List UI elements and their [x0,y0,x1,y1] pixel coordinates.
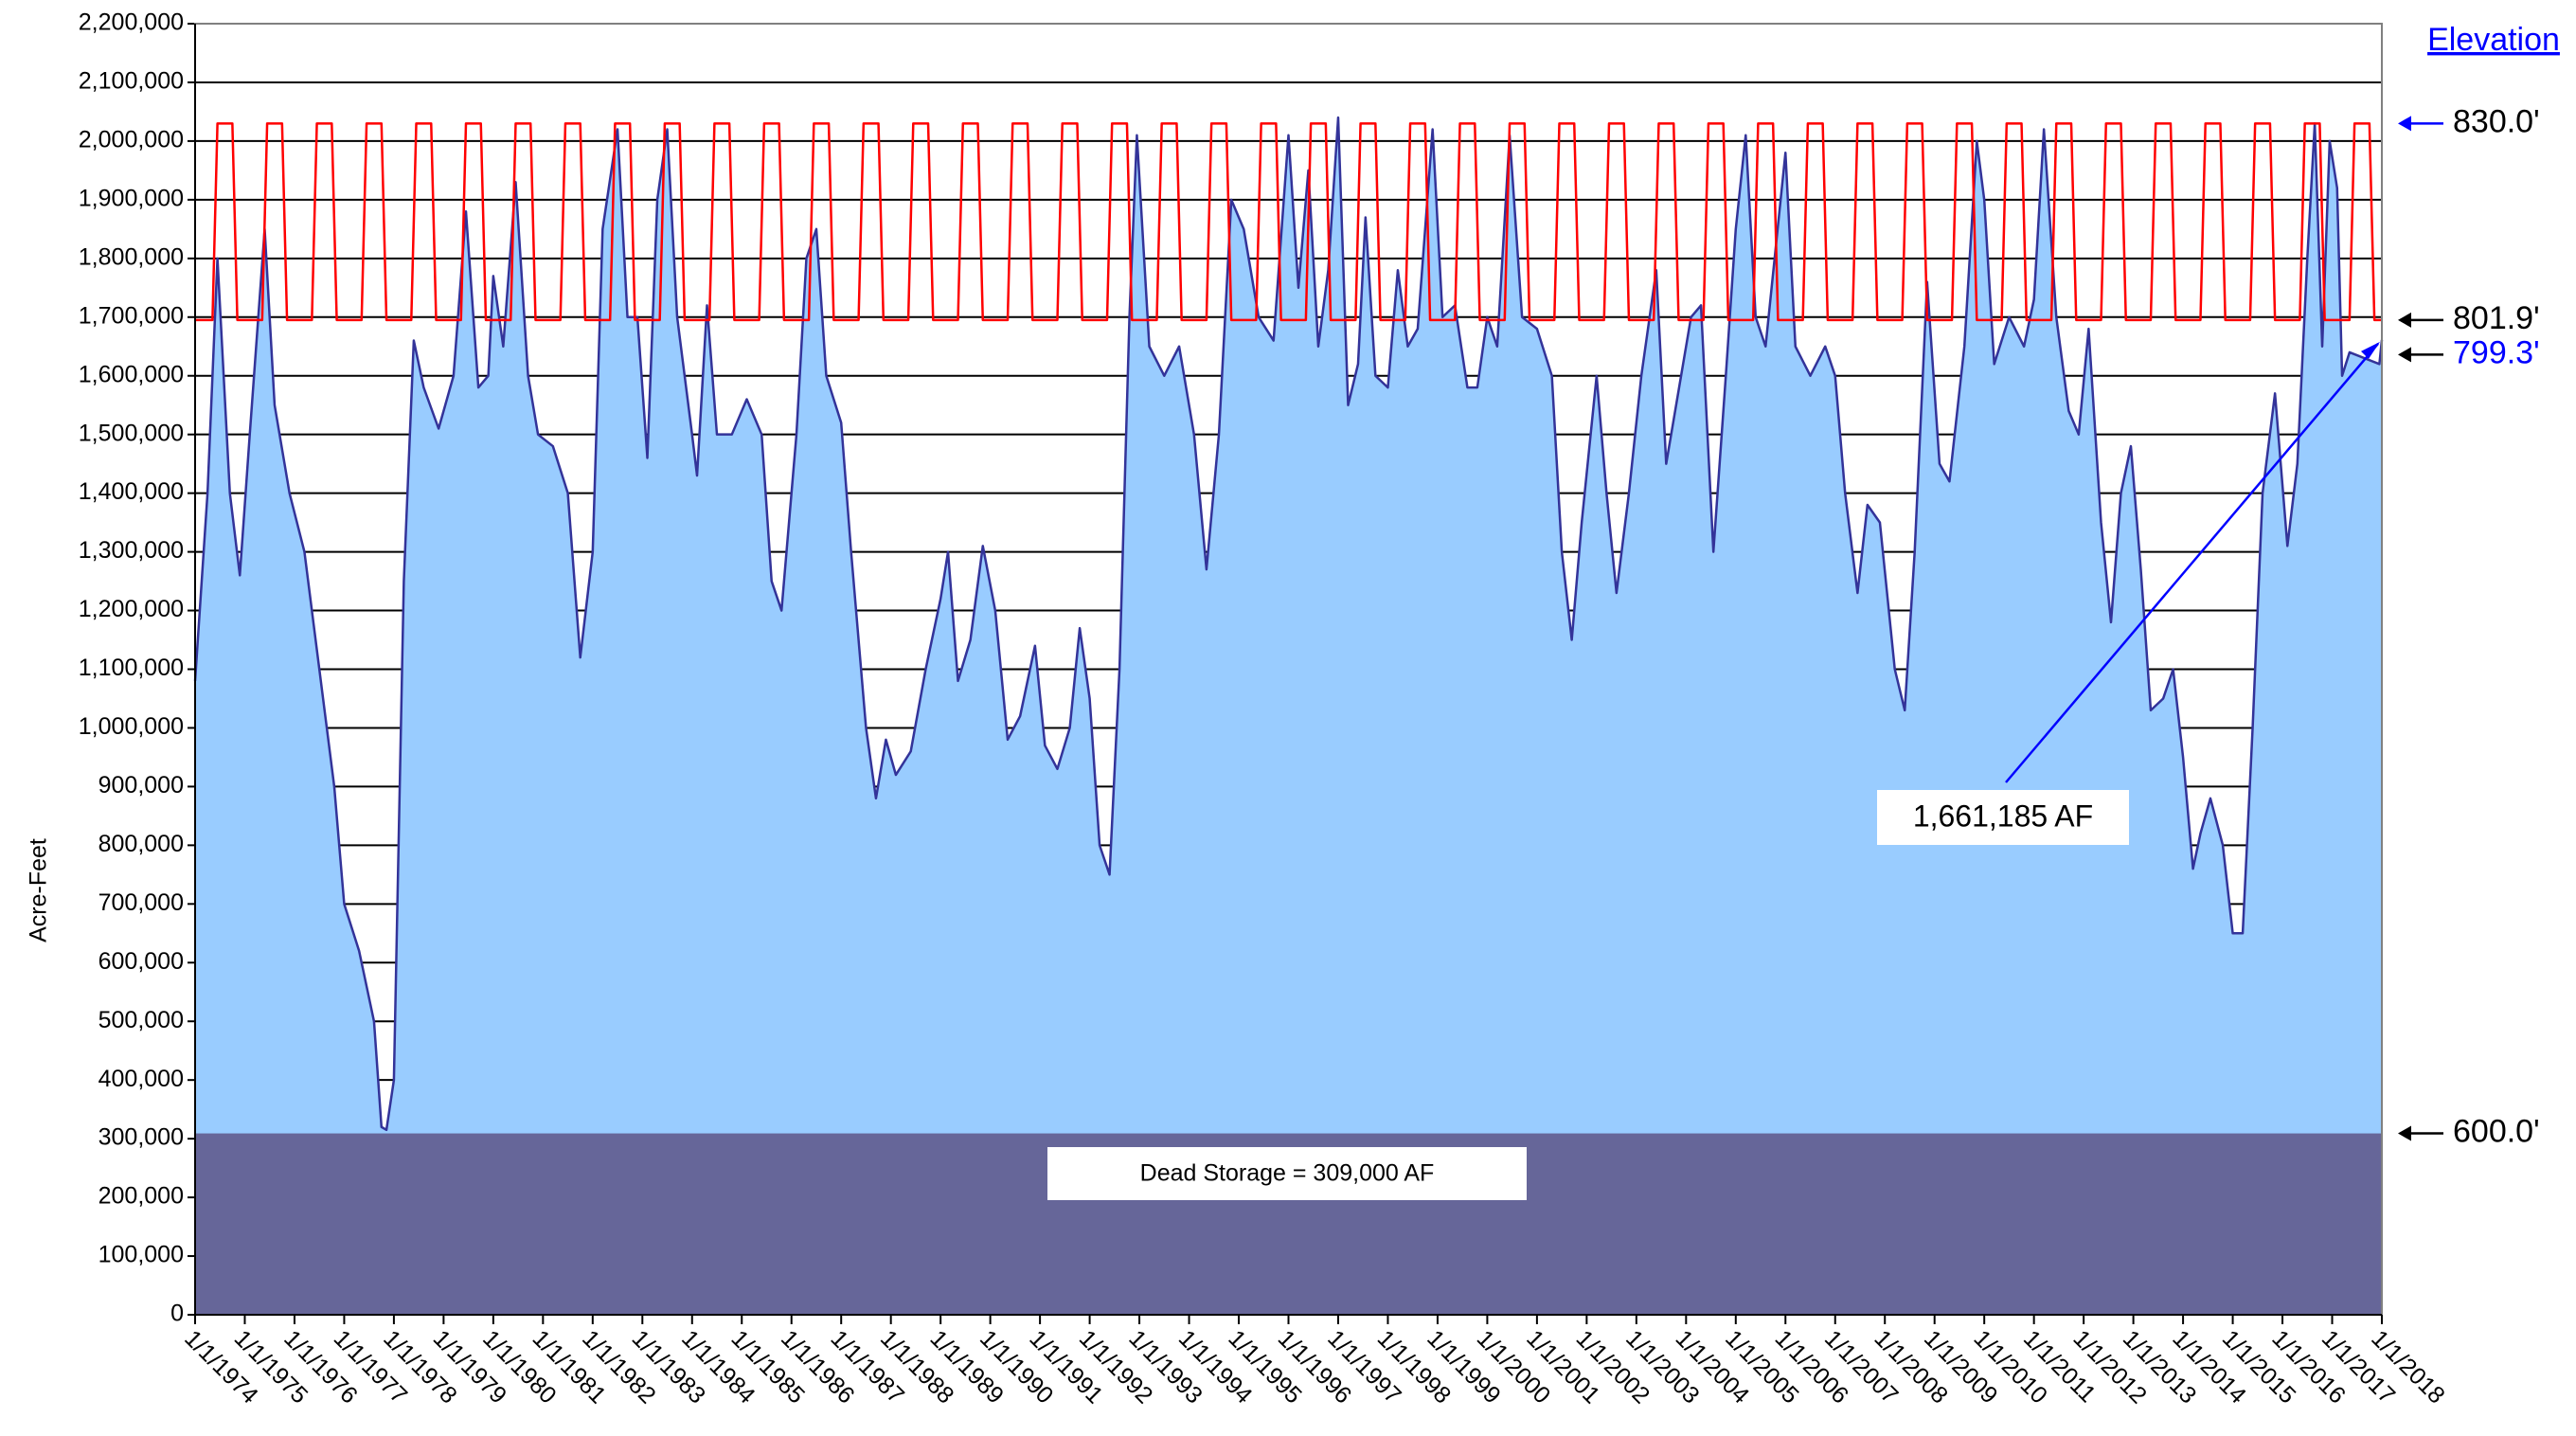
annotation-box [1877,790,2129,845]
y-tick-label: 2,100,000 [79,68,184,95]
y-tick-label: 1,600,000 [79,361,184,387]
y-tick-label: 700,000 [98,889,184,916]
elevation-link[interactable]: Elevation [2427,22,2560,58]
dead-storage-label-box [1047,1147,1527,1200]
y-tick-label: 1,000,000 [79,713,184,740]
y-tick-label: 900,000 [98,772,184,799]
annotation-arrow [2005,343,2379,783]
elevation-arrowhead [2398,1125,2411,1141]
annotation-arrowhead [2361,341,2380,359]
elevation-arrowhead [2398,116,2411,132]
y-tick-label: 1,800,000 [79,243,184,270]
annotation-label: 1,661,185 AF [1913,799,2093,833]
y-tick-label: 0 [170,1301,184,1327]
storage-area [195,117,2382,1315]
y-tick-label: 300,000 [98,1124,184,1151]
y-tick-label: 800,000 [98,831,184,857]
elevation-label: 600.0' [2453,1114,2540,1150]
y-tick-label: 200,000 [98,1183,184,1210]
y-tick-label: 1,300,000 [79,537,184,564]
elevation-label: 830.0' [2453,103,2540,139]
y-tick-label: 1,400,000 [79,478,184,505]
y-tick-label: 1,900,000 [79,185,184,211]
y-tick-label: 600,000 [98,948,184,975]
storage-line [193,116,2384,1132]
y-tick-label: 2,000,000 [79,127,184,153]
elevation-label: 799.3' [2453,334,2540,370]
elevation-arrowhead [2398,347,2411,363]
y-tick-label: 1,200,000 [79,596,184,622]
flood-control-line [195,122,2382,322]
y-tick-label: 1,100,000 [79,655,184,681]
y-tick-label: 1,700,000 [79,302,184,329]
y-tick-label: 2,200,000 [79,9,184,36]
dead-storage-label: Dead Storage = 309,000 AF [1140,1160,1435,1187]
y-tick-label: 1,500,000 [79,420,184,446]
elevation-label: 801.9' [2453,300,2540,336]
y-tick-label: 500,000 [98,1007,184,1033]
y-tick-label: 100,000 [98,1242,184,1268]
elevation-arrowhead [2398,312,2411,328]
y-axis-title: Acre-Feet [26,838,52,942]
y-tick-label: 400,000 [98,1066,184,1092]
